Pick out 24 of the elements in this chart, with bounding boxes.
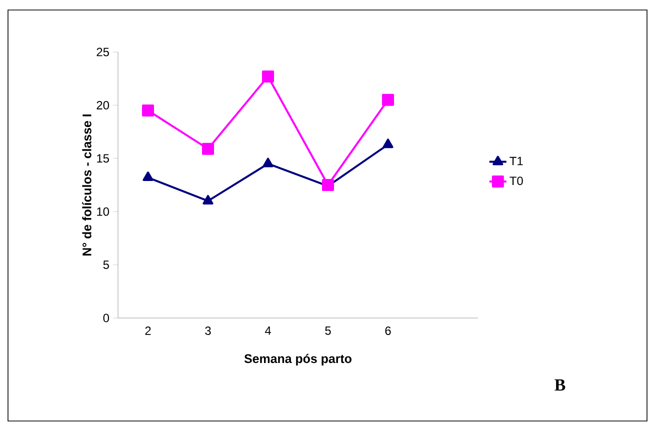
point xyxy=(262,70,274,82)
point xyxy=(202,194,214,204)
point xyxy=(202,142,214,155)
y-axis-title: N° de folículos - classe I xyxy=(82,114,92,256)
point xyxy=(382,94,394,106)
point xyxy=(382,138,394,148)
y-tick-label: 15 xyxy=(97,154,109,163)
y-tick-label: 25 xyxy=(96,48,109,56)
y-tick-label: 0 xyxy=(103,314,110,322)
y-tick-label: 20 xyxy=(96,100,110,110)
y-tick-label: 10 xyxy=(97,207,110,216)
legend-label: T1 xyxy=(510,156,523,166)
point xyxy=(262,158,274,168)
x-axis-title: Semana pós parto xyxy=(244,354,352,366)
x-tick-label: 4 xyxy=(264,326,271,335)
point xyxy=(142,104,154,117)
x-tick-label: 6 xyxy=(385,326,391,335)
x-tick-label: 3 xyxy=(205,326,211,335)
legend-label: T0 xyxy=(510,176,523,186)
x-tick-label: 2 xyxy=(145,326,151,335)
point xyxy=(142,172,154,182)
text: B xyxy=(554,379,566,391)
y-tick-label: 5 xyxy=(103,260,109,269)
x-tick-label: 5 xyxy=(325,326,331,335)
